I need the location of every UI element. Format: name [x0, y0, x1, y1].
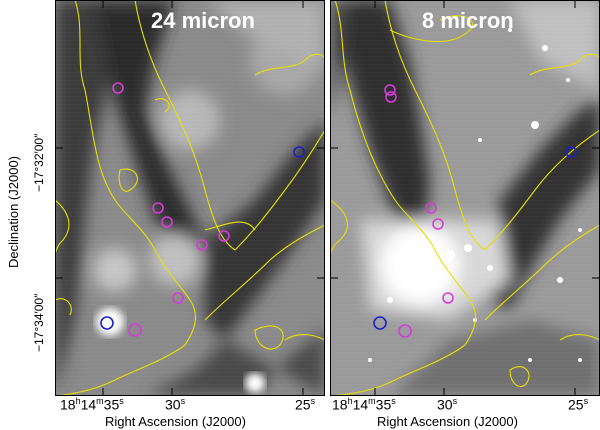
blue-marker — [100, 316, 114, 330]
panel-title-8: 8 micron — [422, 8, 514, 33]
panel-8-markers — [373, 84, 577, 338]
blue-marker — [565, 146, 577, 158]
panel-8-ticks — [330, 0, 600, 396]
panel-24-ticks — [55, 0, 325, 396]
blue-marker — [293, 146, 305, 158]
panel-24-micron — [55, 0, 325, 396]
magenta-marker — [161, 216, 173, 228]
magenta-marker — [425, 202, 437, 214]
x-axis-label: Right Ascension (J2000) — [377, 414, 518, 429]
magenta-marker — [442, 292, 454, 304]
magenta-marker — [218, 230, 230, 242]
magenta-marker — [112, 82, 124, 94]
magenta-marker — [128, 323, 142, 337]
y-tick-label: −17°32′00″ — [32, 133, 46, 192]
x-tick-label: 25s — [568, 396, 589, 413]
y-axis-label: Declination (J2000) — [6, 155, 21, 268]
magenta-marker — [196, 239, 208, 251]
magenta-marker — [384, 84, 396, 96]
x-tick-label: 30s — [165, 396, 186, 413]
magenta-marker — [432, 218, 444, 230]
panel-24-markers — [100, 82, 305, 337]
x-tick-label: 30s — [437, 396, 458, 413]
x-tick-label: 18h14m35s — [332, 396, 396, 413]
magenta-marker — [152, 202, 164, 214]
magenta-marker — [398, 324, 412, 338]
y-tick-label: −17°34′00″ — [32, 293, 46, 352]
x-tick-label: 18h14m35s — [60, 396, 124, 413]
panel-8-micron — [330, 0, 600, 396]
magenta-marker — [385, 91, 397, 103]
panel-8-contours — [330, 0, 600, 396]
x-axis-label: Right Ascension (J2000) — [105, 414, 246, 429]
panel-title-24: 24 micron — [151, 8, 255, 33]
x-tick-label: 25s — [295, 396, 316, 413]
blue-marker — [373, 316, 387, 330]
magenta-marker — [172, 292, 184, 304]
